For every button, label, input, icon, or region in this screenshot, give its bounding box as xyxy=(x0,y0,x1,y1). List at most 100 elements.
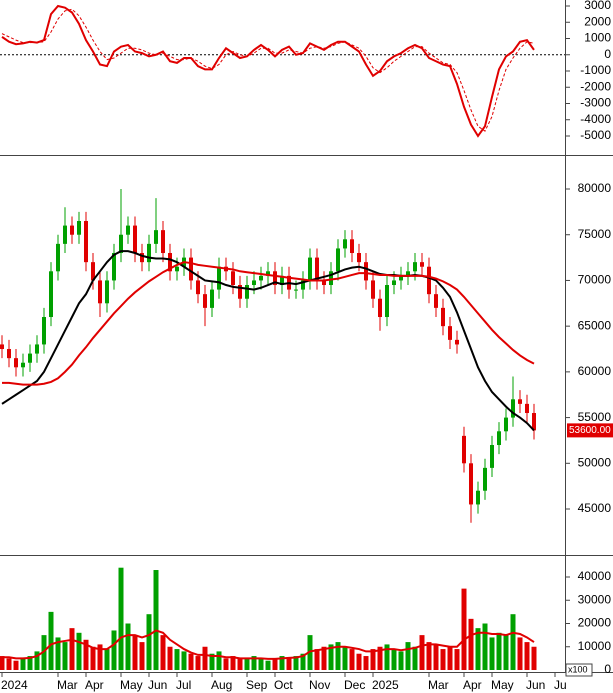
candle-body xyxy=(280,275,284,286)
volume-bar xyxy=(517,637,523,671)
volume-bar xyxy=(202,646,208,671)
volume-bar xyxy=(258,658,264,671)
candle-body xyxy=(161,230,165,254)
volume-bar xyxy=(531,646,537,671)
volume-bar xyxy=(160,635,166,671)
line xyxy=(2,261,535,386)
x-tick-label: Dec xyxy=(344,678,365,692)
volume-bar xyxy=(503,635,509,671)
candle-body xyxy=(518,399,522,404)
candle-body xyxy=(112,253,116,281)
candle-body xyxy=(399,275,403,281)
volume-bar xyxy=(328,644,334,671)
volume-bar xyxy=(398,651,404,671)
candle-body xyxy=(245,285,249,299)
candle-body xyxy=(343,239,347,249)
y-tick-label: 80000 xyxy=(578,181,612,195)
y-tick-label: 45000 xyxy=(578,501,612,515)
x-tick-label: Jul xyxy=(176,678,191,692)
volume-bar xyxy=(83,639,89,671)
candle-body xyxy=(28,353,32,363)
x-tick-label: 2025 xyxy=(372,678,399,692)
y-tick-label: 20000 xyxy=(578,616,612,630)
candle-body xyxy=(413,262,417,272)
volume-bar xyxy=(286,658,292,671)
volume-bar xyxy=(125,623,131,671)
volume-bar xyxy=(153,570,159,671)
volume-bar xyxy=(405,642,411,671)
candle-body xyxy=(133,225,137,254)
y-tick-label: -4000 xyxy=(580,112,611,126)
candle-body xyxy=(231,271,235,286)
volume-bar xyxy=(265,660,271,671)
candle-body xyxy=(217,266,221,290)
candle-body xyxy=(378,298,382,318)
x-tick-label: May xyxy=(491,678,514,692)
volume-bar xyxy=(475,628,481,671)
unit-box xyxy=(565,663,593,677)
candle-body xyxy=(140,253,144,263)
volume-bar xyxy=(27,656,33,671)
volume-bar xyxy=(188,653,194,671)
candle-body xyxy=(392,280,396,286)
volume-bar xyxy=(482,623,488,671)
volume-bar xyxy=(195,656,201,671)
volume-bar xyxy=(314,649,320,671)
candle-body xyxy=(147,243,151,263)
y-tick-label: 2000 xyxy=(584,14,611,28)
volume-bar xyxy=(384,644,390,671)
volume-bar xyxy=(0,656,5,671)
candle-body xyxy=(455,339,459,345)
candle-body xyxy=(315,257,319,281)
candle-body xyxy=(154,230,158,244)
candle-body xyxy=(357,253,361,263)
volume-bar xyxy=(447,646,453,671)
candle-body xyxy=(336,248,340,272)
line xyxy=(2,629,535,660)
volume-bar xyxy=(377,646,383,671)
candle-body xyxy=(434,294,438,308)
candle-body xyxy=(175,266,179,272)
y-tick-label: 60000 xyxy=(578,364,612,378)
x-tick-label: Oct xyxy=(274,678,293,692)
volume-bar xyxy=(419,635,425,671)
last-price-box xyxy=(567,423,613,438)
y-tick-label: 75000 xyxy=(578,227,612,241)
volume-bar xyxy=(216,651,222,671)
candle-body xyxy=(329,271,333,286)
volume-bar xyxy=(13,660,19,671)
candle-body xyxy=(266,271,270,276)
volume-bar xyxy=(132,635,138,671)
volume-bar xyxy=(391,649,397,671)
candle-body xyxy=(322,280,326,286)
volume-bar xyxy=(426,642,432,671)
volume-bar xyxy=(69,628,75,671)
candle-body xyxy=(189,257,193,281)
volume-bar xyxy=(181,651,187,671)
volume-bar xyxy=(76,632,82,671)
volume-bar xyxy=(468,618,474,671)
y-tick-label: 3000 xyxy=(584,0,611,12)
volume-bar xyxy=(244,658,250,671)
candle-body xyxy=(56,243,60,272)
candle-body xyxy=(91,262,95,281)
x-tick-label: Aug xyxy=(211,678,232,692)
volume-bar xyxy=(335,642,341,671)
candle-body xyxy=(252,280,256,286)
candle-body xyxy=(35,344,39,354)
volume-bar xyxy=(139,642,145,671)
y-tick-label: 55000 xyxy=(578,410,612,424)
candle-body xyxy=(14,358,18,368)
volume-bar xyxy=(20,658,26,671)
candle-body xyxy=(483,467,487,491)
candle-body xyxy=(511,399,515,418)
candle-body xyxy=(273,271,277,286)
candle-body xyxy=(196,280,200,295)
volume-bar xyxy=(433,644,439,671)
volume-bar xyxy=(293,656,299,671)
y-tick-label: 30000 xyxy=(578,592,612,606)
candle-body xyxy=(105,280,109,304)
candle-body xyxy=(476,490,480,505)
